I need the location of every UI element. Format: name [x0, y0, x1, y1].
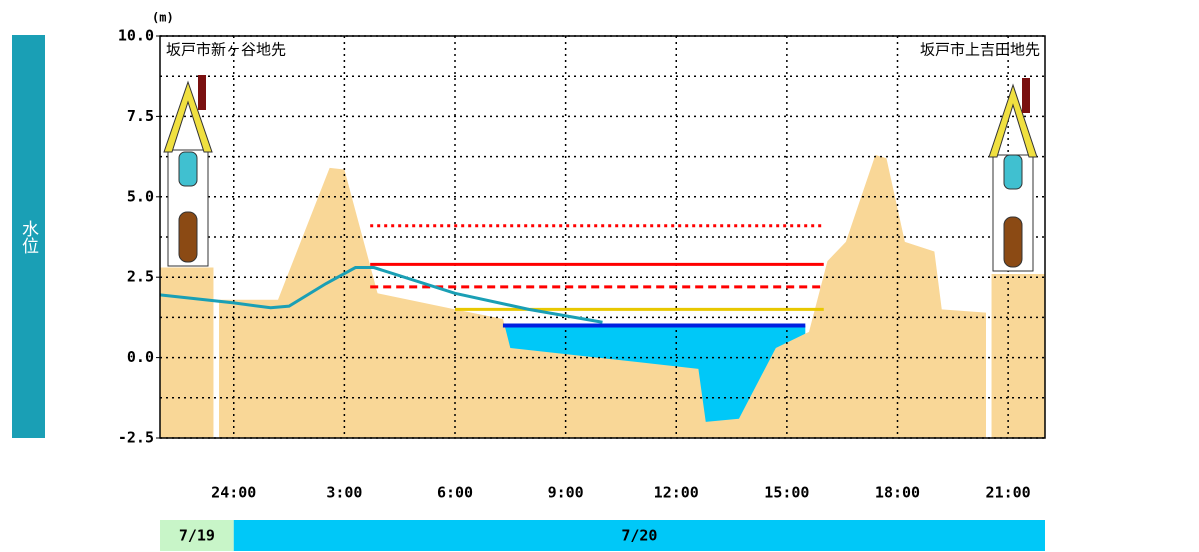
date-label: 7/20: [621, 527, 657, 545]
y-tick-label: 7.5: [127, 107, 154, 125]
place-left: 坂戸市新ヶ谷地先: [166, 41, 286, 59]
y-title: 水位: [18, 220, 39, 254]
x-tick-label: 18:00: [875, 484, 920, 502]
house-left: [163, 75, 213, 267]
x-tick-label: 6:00: [437, 484, 473, 502]
y-tick-label: -2.5: [118, 429, 154, 447]
houses: [163, 75, 1038, 272]
date-band: [233, 520, 1045, 551]
x-tick-label: 24:00: [211, 484, 256, 502]
x-tick-label: 21:00: [986, 484, 1031, 502]
y-title-bar: [12, 35, 45, 438]
y-tick-label: 5.0: [127, 187, 154, 205]
water-level-line: [159, 266, 603, 324]
plot-frame: [159, 35, 1046, 439]
ground-area: [160, 154, 1045, 438]
y-tick-label: 10.0: [118, 27, 154, 45]
x-tick-label: 12:00: [654, 484, 699, 502]
place-right: 坂戸市上吉田地先: [920, 41, 1040, 59]
y-unit: (m): [152, 11, 174, 25]
x-tick-label: 3:00: [326, 484, 362, 502]
date-band: [160, 520, 234, 551]
x-tick-label: 9:00: [548, 484, 584, 502]
y-tick-label: 2.5: [127, 268, 154, 286]
x-tick-label: 15:00: [764, 484, 809, 502]
y-tick-label: 0.0: [127, 348, 154, 366]
house-right: [988, 78, 1038, 272]
date-label: 7/19: [179, 527, 215, 545]
